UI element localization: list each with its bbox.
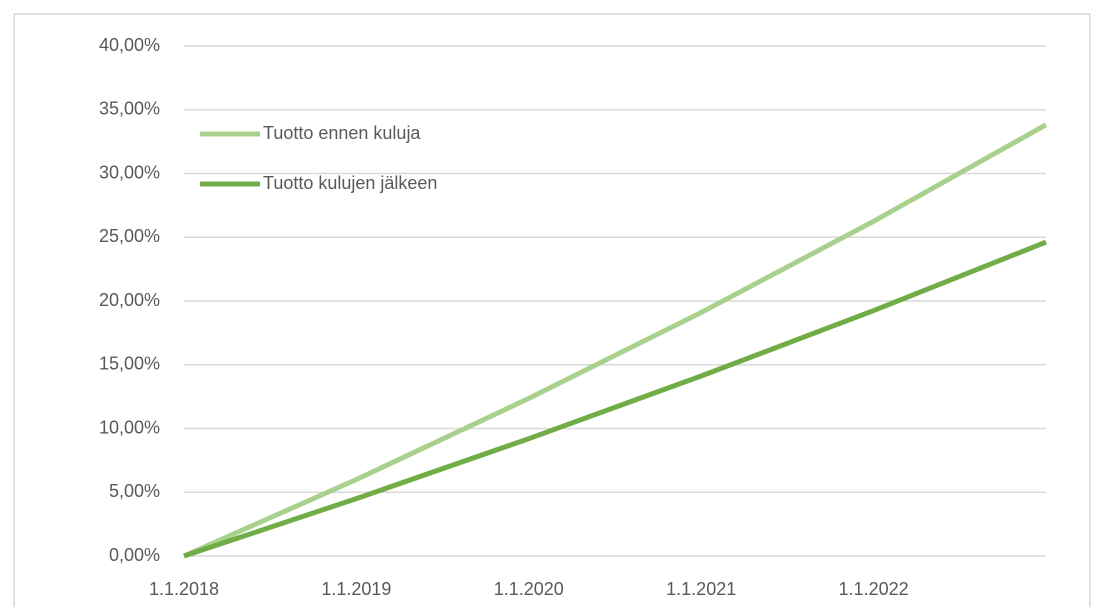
y-tick-label: 25,00% [99,226,160,246]
legend-label: Tuotto kulujen jälkeen [263,173,437,193]
y-tick-label: 35,00% [99,99,160,119]
x-tick-label: 1.1.2020 [494,579,564,599]
y-tick-label: 15,00% [99,354,160,374]
x-tick-label: 1.1.2019 [321,579,391,599]
y-tick-label: 0,00% [109,545,160,565]
y-tick-label: 5,00% [109,481,160,501]
legend-label: Tuotto ennen kuluja [263,123,421,143]
y-tick-label: 40,00% [99,35,160,55]
series-line [182,122,1048,559]
y-tick-label: 20,00% [99,290,160,310]
x-tick-label: 1.1.2018 [149,579,219,599]
x-tick-label: 1.1.2022 [839,579,909,599]
y-tick-label: 30,00% [99,162,160,182]
chart-frame [13,13,1091,607]
x-tick-label: 1.1.2021 [666,579,736,599]
y-tick-label: 10,00% [99,417,160,437]
series-line [183,239,1047,559]
